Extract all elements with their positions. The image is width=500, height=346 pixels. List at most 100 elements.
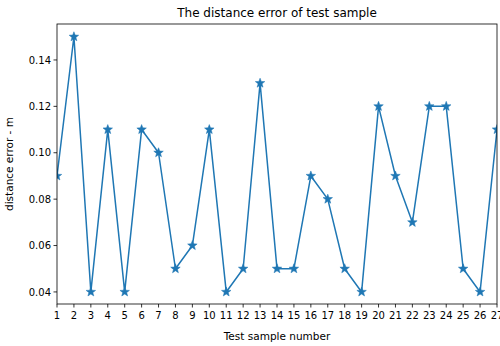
marker — [57, 171, 62, 180]
x-tick-label: 11 — [220, 310, 233, 321]
x-tick — [209, 304, 210, 308]
x-tick-label: 6 — [138, 310, 144, 321]
marker — [188, 241, 198, 250]
y-axis-label: distance error - m — [3, 117, 15, 211]
x-tick-label: 23 — [423, 310, 436, 321]
marker — [374, 101, 384, 110]
x-tick-label: 2 — [71, 310, 77, 321]
y-tick — [54, 152, 58, 153]
x-tick-label: 14 — [271, 310, 284, 321]
x-axis-label: Test sample number — [223, 330, 331, 342]
marker — [441, 101, 451, 110]
x-tick-label: 16 — [304, 310, 317, 321]
y-tick — [54, 59, 58, 60]
x-tick — [361, 304, 362, 308]
y-tick-label: 0.10 — [29, 147, 51, 158]
x-tick — [124, 304, 125, 308]
marker — [238, 264, 248, 273]
x-tick-label: 9 — [189, 310, 195, 321]
x-tick-label: 10 — [203, 310, 216, 321]
x-tick-label: 25 — [457, 310, 470, 321]
x-tick-label: 8 — [172, 310, 178, 321]
marker — [255, 78, 265, 87]
x-tick — [327, 304, 328, 308]
x-tick-label: 21 — [389, 310, 402, 321]
marker — [458, 264, 468, 273]
line — [57, 37, 497, 292]
marker — [171, 264, 181, 273]
y-tick-label: 0.12 — [29, 101, 51, 112]
x-tick — [412, 304, 413, 308]
marker — [340, 264, 350, 273]
chart: 1234567891011121314151617181920212223242… — [0, 0, 500, 346]
x-tick — [293, 304, 294, 308]
y-tick — [54, 245, 58, 246]
x-tick — [446, 304, 447, 308]
x-tick — [429, 304, 430, 308]
x-tick — [175, 304, 176, 308]
x-tick — [243, 304, 244, 308]
marker — [357, 287, 367, 296]
x-tick — [192, 304, 193, 308]
y-tick-label: 0.04 — [29, 287, 51, 298]
x-tick-label: 1 — [54, 310, 60, 321]
marker — [69, 32, 79, 41]
marker — [103, 125, 113, 134]
x-tick — [277, 304, 278, 308]
x-tick — [260, 304, 261, 308]
marker — [323, 194, 333, 203]
x-tick — [344, 304, 345, 308]
x-tick — [107, 304, 108, 308]
x-tick-label: 17 — [321, 310, 334, 321]
y-tick — [54, 106, 58, 107]
y-tick — [54, 291, 58, 292]
marker — [120, 287, 130, 296]
marker — [306, 171, 316, 180]
x-tick — [480, 304, 481, 308]
x-tick-label: 26 — [474, 310, 487, 321]
x-tick — [141, 304, 142, 308]
x-tick-label: 5 — [122, 310, 128, 321]
x-tick — [497, 304, 498, 308]
x-tick-label: 3 — [88, 310, 94, 321]
marker — [86, 287, 96, 296]
marker — [408, 217, 418, 226]
y-tick-label: 0.14 — [29, 55, 51, 66]
x-tick-label: 19 — [355, 310, 368, 321]
marker — [475, 287, 485, 296]
marker — [221, 287, 231, 296]
x-tick-label: 20 — [372, 310, 385, 321]
x-tick — [378, 304, 379, 308]
y-tick-label: 0.08 — [29, 194, 51, 205]
x-tick — [73, 304, 74, 308]
x-tick-label: 15 — [288, 310, 301, 321]
marker — [289, 264, 299, 273]
axes-frame — [57, 24, 497, 304]
y-tick — [54, 199, 58, 200]
plot-area — [57, 32, 497, 296]
x-tick — [310, 304, 311, 308]
marker — [425, 101, 435, 110]
x-tick — [90, 304, 91, 308]
x-tick — [158, 304, 159, 308]
marker — [137, 125, 147, 134]
x-tick-label: 7 — [155, 310, 161, 321]
x-tick-label: 24 — [440, 310, 453, 321]
x-tick-label: 12 — [237, 310, 250, 321]
marker — [391, 171, 401, 180]
x-tick-label: 22 — [406, 310, 419, 321]
marker — [205, 125, 215, 134]
marker — [154, 148, 164, 157]
x-tick-label: 13 — [254, 310, 267, 321]
y-tick-label: 0.06 — [29, 240, 51, 251]
x-tick — [57, 304, 58, 308]
marker — [272, 264, 282, 273]
x-tick — [226, 304, 227, 308]
x-tick — [395, 304, 396, 308]
x-tick-label: 18 — [338, 310, 351, 321]
x-tick-label: 4 — [105, 310, 111, 321]
x-tick — [463, 304, 464, 308]
marker — [492, 125, 497, 134]
x-tick-label: 27 — [491, 310, 500, 321]
title: The distance error of test sample — [176, 6, 377, 20]
